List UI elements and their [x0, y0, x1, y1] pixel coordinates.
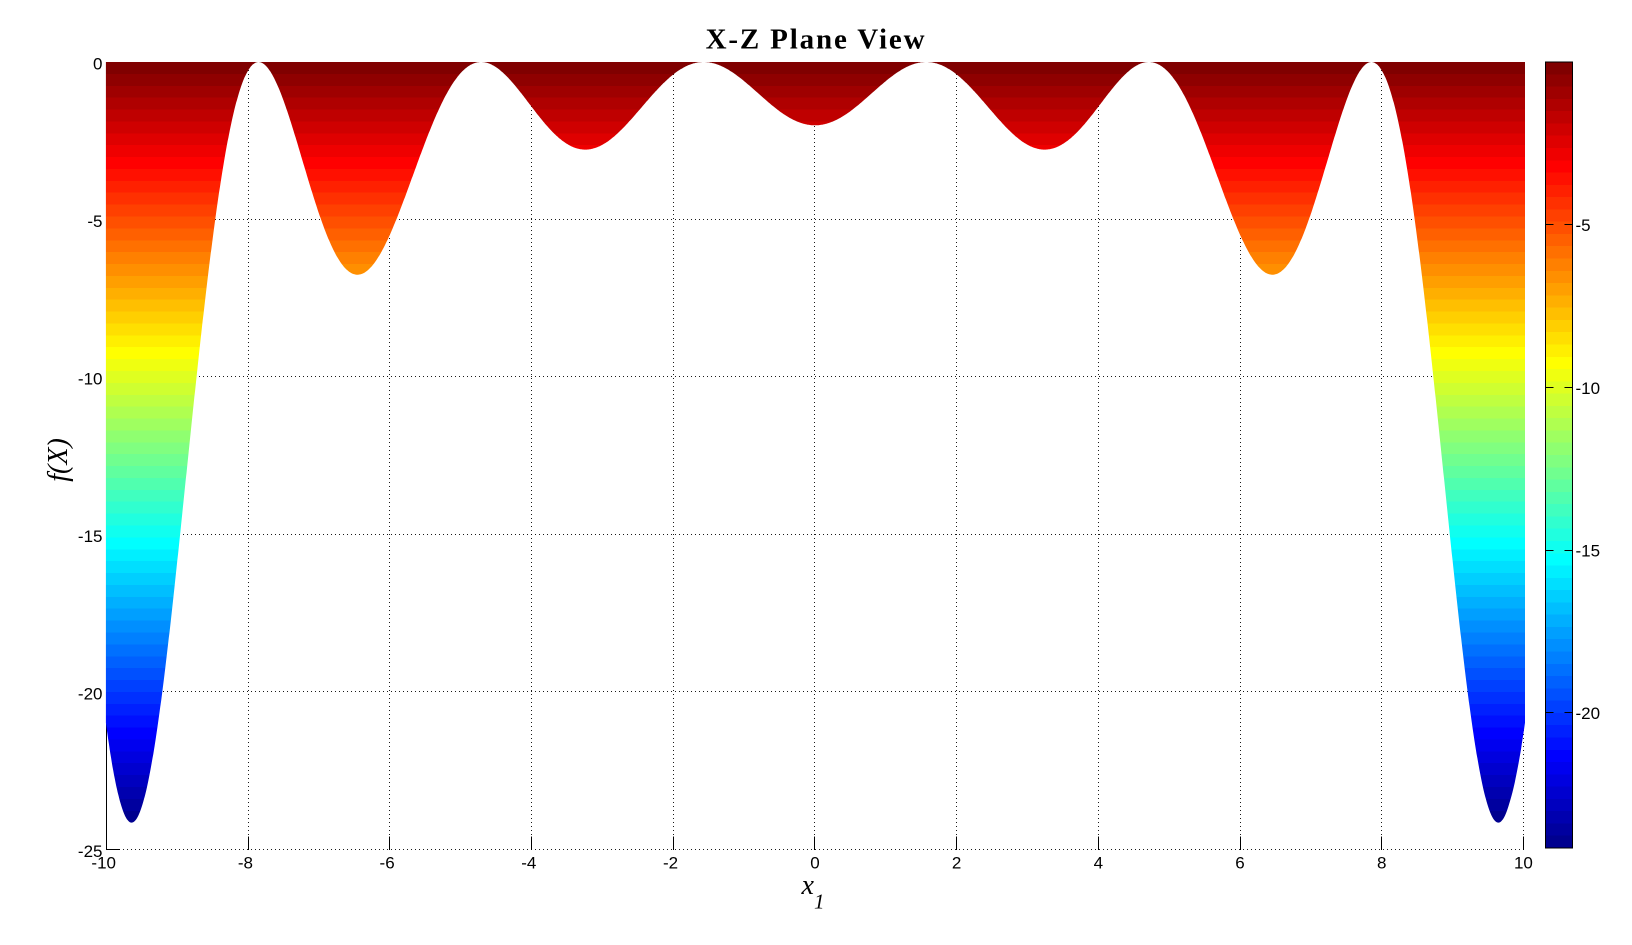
- svg-text:-4: -4: [521, 854, 536, 873]
- svg-text:-15: -15: [78, 527, 103, 546]
- svg-text:-10: -10: [1576, 379, 1601, 398]
- svg-text:0: 0: [93, 55, 102, 74]
- svg-text:X-Z Plane View: X-Z Plane View: [706, 24, 927, 56]
- svg-text:6: 6: [1235, 854, 1244, 873]
- svg-text:-5: -5: [87, 212, 102, 231]
- svg-text:-20: -20: [1576, 704, 1601, 723]
- svg-text:-10: -10: [78, 370, 103, 389]
- svg-text:-25: -25: [78, 842, 103, 861]
- svg-text:8: 8: [1377, 854, 1386, 873]
- svg-text:10: 10: [1514, 854, 1533, 873]
- svg-text:-6: -6: [380, 854, 395, 873]
- svg-text:4: 4: [1094, 854, 1103, 873]
- svg-text:-15: -15: [1576, 542, 1601, 561]
- svg-text:2: 2: [952, 854, 961, 873]
- svg-text:-8: -8: [238, 854, 253, 873]
- svg-text:-10: -10: [91, 854, 116, 873]
- svg-text:-20: -20: [78, 685, 103, 704]
- svg-text:0: 0: [810, 854, 819, 873]
- svg-text:-2: -2: [663, 854, 678, 873]
- svg-text:f(X): f(X): [43, 438, 74, 482]
- svg-text:-5: -5: [1576, 216, 1591, 235]
